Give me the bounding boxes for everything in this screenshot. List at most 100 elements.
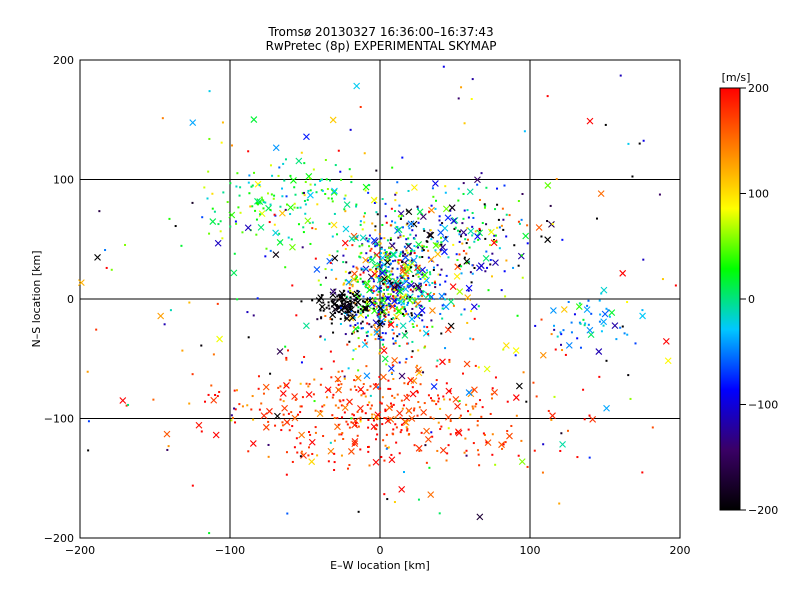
data-point [472,407,475,410]
data-point [295,437,298,440]
data-point [484,439,492,447]
data-point [361,243,364,246]
data-point [217,223,220,226]
data-point [347,290,350,293]
data-point [409,266,412,269]
data-point [348,448,355,455]
data-point [405,357,408,360]
data-point [359,105,362,108]
x-tick-label: −100 [215,544,245,557]
data-point [337,370,340,373]
data-point [339,317,342,320]
data-point [397,262,400,265]
data-point [359,416,362,419]
data-point [411,350,414,353]
data-point [376,320,384,328]
data-point [380,455,383,458]
data-point [284,158,287,161]
data-point [513,244,516,247]
data-point [210,396,218,404]
data-point [357,510,360,513]
data-point [342,399,345,402]
data-point [444,236,447,239]
data-point [296,451,299,454]
data-point [460,313,463,316]
data-point [229,182,232,185]
data-point [598,299,601,302]
data-point [370,416,373,419]
data-point [315,297,323,304]
data-point [412,274,415,277]
data-point [298,431,306,439]
data-point [362,256,370,264]
data-point [560,333,563,336]
data-point [403,296,406,299]
data-point [341,293,344,296]
data-point [430,319,433,322]
data-point [402,300,405,303]
data-point [258,210,266,217]
data-point [363,221,366,224]
data-point [94,253,101,261]
data-point [346,295,349,298]
data-point [390,371,393,374]
data-point [390,281,393,284]
data-point [362,183,370,191]
data-point [394,221,397,224]
data-point [383,280,386,283]
data-point [417,315,420,318]
data-point [233,407,236,410]
data-point [368,234,371,237]
data-point [347,367,350,370]
data-point [521,276,524,279]
data-point [398,361,401,364]
data-point [449,420,452,423]
data-point [472,442,475,445]
data-point [447,298,455,306]
data-point [500,289,503,292]
data-point [248,192,251,195]
data-point [501,207,504,210]
data-point [553,324,556,327]
data-point [379,348,382,351]
data-point [395,317,398,320]
data-point [420,314,423,317]
data-point [518,222,521,225]
data-point [608,309,616,317]
data-point [342,283,345,286]
data-point [456,259,459,262]
data-point [383,459,386,462]
data-point [567,300,570,303]
data-point [399,235,402,238]
data-point [429,273,432,276]
data-point [466,188,474,196]
data-point [191,373,194,376]
data-point [322,435,325,438]
data-point [500,224,503,227]
data-point [333,468,336,471]
data-point [540,235,543,238]
data-point [539,351,547,359]
data-point [398,255,401,258]
data-point [241,231,244,234]
data-point [291,460,294,463]
data-point [376,244,379,247]
data-point [342,437,345,440]
data-point [324,276,327,279]
data-point [384,295,392,303]
data-point [208,90,211,93]
data-point [356,297,359,300]
data-point [462,249,465,252]
data-point [359,273,362,276]
data-point [262,383,270,391]
data-point [370,247,373,250]
data-point [343,312,346,315]
data-point [491,453,494,456]
data-point [476,513,484,521]
data-point [362,392,365,395]
data-point [439,358,446,366]
data-point [368,323,371,326]
data-point [204,400,207,403]
data-point [478,198,481,201]
data-point [458,230,461,233]
